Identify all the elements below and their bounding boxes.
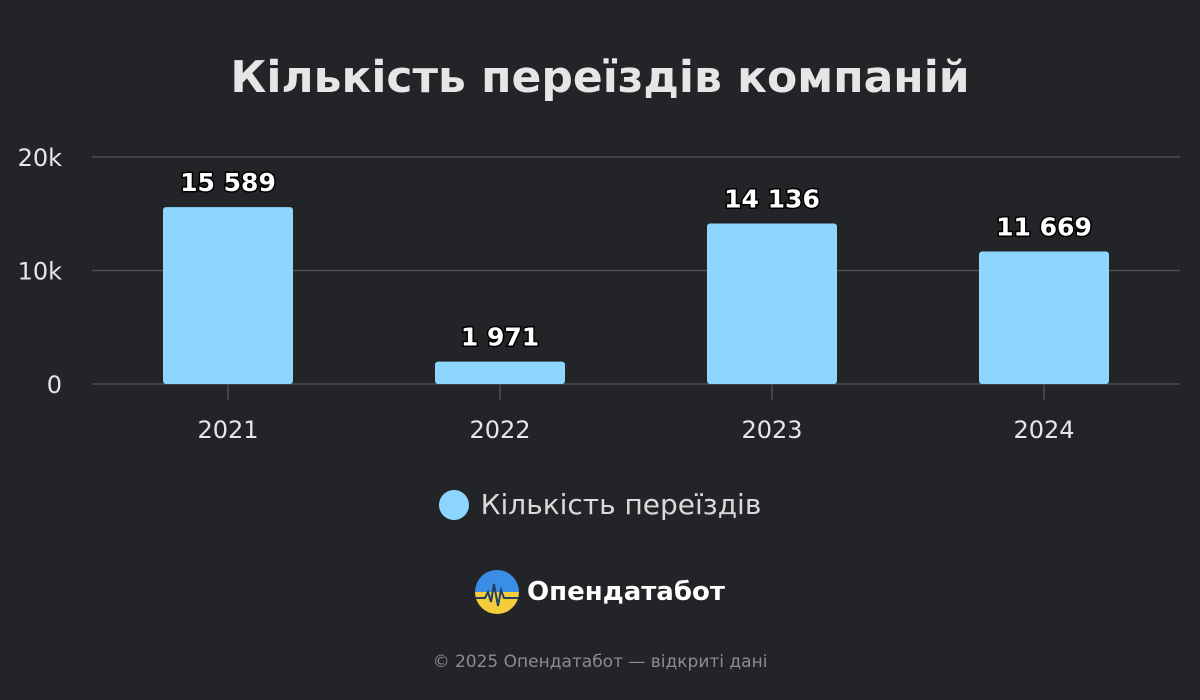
opendatabot-logo-icon — [475, 570, 520, 614]
data-label: 11 669 — [996, 213, 1092, 242]
x-tick-label: 2024 — [1013, 416, 1074, 444]
brand-name: Опендатабот — [527, 577, 725, 607]
data-label: 15 589 — [180, 168, 276, 197]
x-tick-label: 2023 — [741, 416, 802, 444]
legend-label: Кількість переїздів — [480, 488, 762, 521]
chart-title: Кількість переїздів компаній — [230, 52, 970, 103]
footer-copyright: © 2025 Опендатабот — відкриті дані — [432, 652, 768, 672]
data-label: 14 136 — [724, 185, 820, 214]
y-tick-label: 0 — [47, 371, 62, 399]
bar[interactable] — [163, 207, 293, 384]
bar[interactable] — [707, 223, 837, 384]
data-label: 1 971 — [461, 323, 539, 352]
y-tick-label: 10k — [18, 258, 63, 286]
bar[interactable] — [435, 361, 565, 384]
bar[interactable] — [979, 251, 1109, 384]
y-tick-label: 20k — [18, 144, 63, 172]
legend-marker — [438, 489, 469, 520]
brand: Опендатабот — [0, 570, 1200, 614]
x-tick-label: 2022 — [469, 416, 530, 444]
x-tick-label: 2021 — [197, 416, 258, 444]
legend[interactable]: Кількість переїздів — [0, 488, 1200, 521]
bar-chart: 0 10k 20k 15 589 2021 1 971 2022 14 136 2023 11 6… — [18, 144, 1180, 444]
